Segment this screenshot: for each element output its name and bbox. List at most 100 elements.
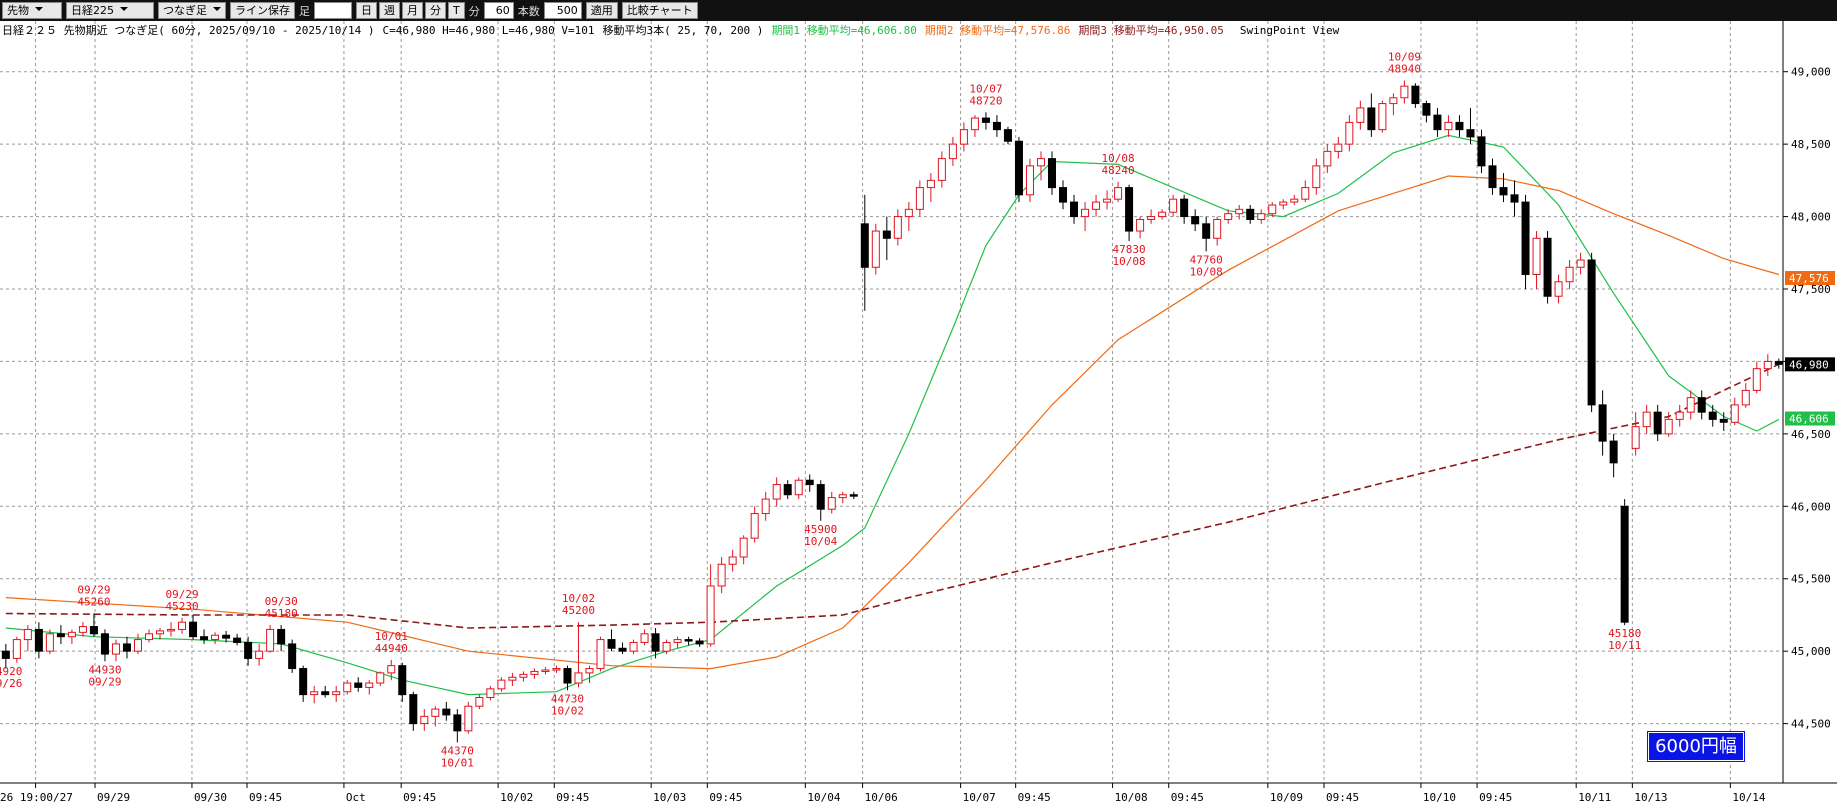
candle-body <box>673 639 682 643</box>
period-button[interactable]: 日 <box>356 2 377 19</box>
info-line: 日経２２５ 先物期近 つなぎ足( 60分, 2025/09/10 - 2025/… <box>2 22 1347 38</box>
swing-label: 45260 <box>77 596 110 609</box>
candle-body <box>34 628 43 652</box>
ashi-label: 足 <box>299 4 310 18</box>
candle-body <box>728 556 737 565</box>
interval-input[interactable]: 60 <box>483 2 514 19</box>
candle-body <box>1642 411 1651 428</box>
candle-body <box>1708 411 1717 420</box>
candle-body <box>431 708 440 717</box>
candle-body <box>970 117 979 131</box>
period-button[interactable]: T <box>448 2 465 19</box>
swing-label: 47760 <box>1190 253 1223 266</box>
period-button[interactable]: 分 <box>425 2 446 19</box>
index-select[interactable]: 日経225 <box>66 2 154 19</box>
swing-label: 10/07 <box>969 82 1002 95</box>
candle-body <box>486 688 495 699</box>
candle-body <box>739 537 748 558</box>
candle-body <box>1224 213 1233 220</box>
candle-body <box>365 682 374 688</box>
candle-body <box>871 230 880 268</box>
x-tick-label: 10/07 <box>963 791 996 804</box>
candle-body <box>420 715 429 725</box>
ashi-input[interactable] <box>314 2 352 19</box>
candle-body <box>111 643 120 655</box>
count-input[interactable]: 500 <box>543 2 582 19</box>
candle-body <box>409 694 418 725</box>
candle-body <box>1521 201 1530 276</box>
x-tick-label: 09:45 <box>1326 791 1359 804</box>
price-box <box>1785 411 1835 426</box>
apply-button[interactable]: 適用 <box>585 2 618 19</box>
candle-body <box>640 633 649 643</box>
period-button[interactable]: 週 <box>379 2 400 19</box>
period-button[interactable]: 月 <box>402 2 423 19</box>
candle-body <box>1609 440 1618 464</box>
plot-area <box>0 21 1783 783</box>
candle-body <box>651 633 660 652</box>
candle-body <box>244 641 253 659</box>
candle-body <box>1169 198 1178 213</box>
y-tick-label: 44,500 <box>1791 718 1831 731</box>
candle-body <box>1014 140 1023 196</box>
price-box <box>1785 270 1835 285</box>
candle-body <box>1620 505 1629 623</box>
price-box-label: 47,576 <box>1789 272 1829 285</box>
x-tick-label: 09:45 <box>403 791 436 804</box>
x-tick-label: 09/29 <box>97 791 130 804</box>
candle-body <box>959 129 968 145</box>
candle-body <box>1323 150 1332 167</box>
candle-body <box>706 585 715 645</box>
x-tick-label: Oct <box>346 791 366 804</box>
swing-label: 10/09 <box>1388 50 1421 63</box>
candle-body <box>310 691 319 696</box>
candle-body <box>1455 121 1464 131</box>
candle-body <box>100 633 109 655</box>
candle-body <box>133 639 142 652</box>
candle-body <box>937 158 946 181</box>
market-select[interactable]: 先物 <box>2 2 62 19</box>
x-tick-label: 10/09 <box>1270 791 1303 804</box>
candle-body <box>1543 237 1552 297</box>
range-badge: 6000円幅 <box>1647 731 1745 762</box>
candle-body <box>684 639 693 642</box>
candle-body <box>398 665 407 696</box>
candle-body <box>563 668 572 684</box>
candle-body <box>838 494 847 499</box>
x-tick-label: 10/10 <box>1423 791 1456 804</box>
swing-label: 10/08 <box>1113 255 1146 268</box>
candle-body <box>1741 389 1750 406</box>
x-tick-label: 10/06 <box>865 791 898 804</box>
x-tick-label: 10/08 <box>1115 791 1148 804</box>
candle-body <box>211 634 220 641</box>
y-tick-label: 45,500 <box>1791 573 1831 586</box>
candle-body <box>948 143 957 160</box>
candle-body <box>827 497 836 510</box>
candle-body <box>1730 404 1739 423</box>
candle-body <box>1301 187 1310 200</box>
save-line-button[interactable]: ライン保存 <box>230 2 295 19</box>
candle-body <box>1312 165 1321 189</box>
candle-body <box>89 626 98 635</box>
x-tick-label: 26 19:00/27 <box>0 791 73 804</box>
legend-entry: 期間2 移動平均=47,576.86 <box>924 24 1071 37</box>
chart-kind-select[interactable]: つなぎ足 <box>158 2 226 19</box>
candle-body <box>1036 158 1045 167</box>
swing-label: 45230 <box>165 600 198 613</box>
price-box-label: 46,606 <box>1789 413 1829 426</box>
candle-body <box>1488 165 1497 189</box>
candle-body <box>1235 208 1244 215</box>
x-tick-label: 10/02 <box>500 791 533 804</box>
footer: SwingPoint View <box>1239 24 1340 37</box>
candle-body <box>1092 201 1101 210</box>
price-box <box>1785 357 1835 372</box>
legend-entry: 期間1 移動平均=46,606.80 <box>771 24 917 37</box>
compare-button[interactable]: 比較チャート <box>621 2 698 19</box>
candle-body <box>122 643 131 652</box>
candle-body <box>255 650 264 659</box>
candle-body <box>1675 411 1684 420</box>
candle-body <box>596 639 605 670</box>
candle-body <box>915 187 924 210</box>
unit-label: 分 <box>468 4 480 18</box>
candle-body <box>144 633 153 641</box>
